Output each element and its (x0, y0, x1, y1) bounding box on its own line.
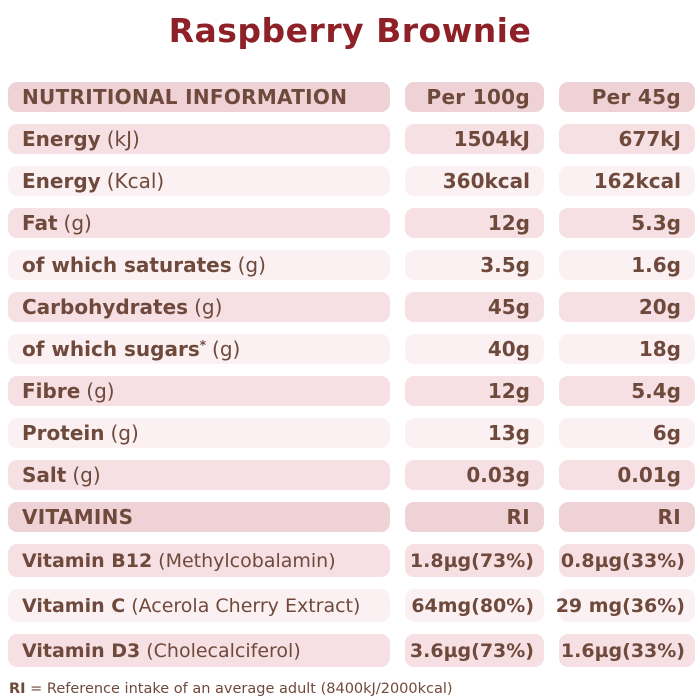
header-nutritional-information: NUTRITIONAL INFORMATION (8, 82, 390, 112)
per-45g-value: 5.4g (559, 376, 695, 406)
per-100g-value: 3.5g (405, 250, 544, 280)
nutrient-label: Carbohydrates (g) (8, 292, 390, 322)
header-per-100g: Per 100g (405, 82, 544, 112)
per-100g-value: 12g (405, 376, 544, 406)
per-45g-value: 162kcal (559, 166, 695, 196)
table-row-vitamin-c: Vitamin C (Acerola Cherry Extract) 64mg(8… (8, 589, 695, 622)
per-100g-value: 13g (405, 418, 544, 448)
nutrition-table: NUTRITIONAL INFORMATION Per 100g Per 45g… (8, 82, 695, 667)
table-row-fat: Fat (g) 12g 5.3g (8, 208, 695, 238)
per-100g-value: 1504kJ (405, 124, 544, 154)
nutrient-label: Energy (kJ) (8, 124, 390, 154)
per-100g-value: 360kcal (405, 166, 544, 196)
per-100g-value: 1.8µg(73%) (405, 544, 544, 577)
per-100g-value: 3.6µg(73%) (405, 634, 544, 667)
nutrient-label: of which sugars * (g) (8, 334, 390, 364)
nutrient-label: of which saturates (g) (8, 250, 390, 280)
header-ri-100g: RI (405, 502, 544, 532)
per-45g-value: 0.8µg(33%) (559, 544, 695, 577)
header-per-45g: Per 45g (559, 82, 695, 112)
table-row-energy-kcal: Energy (Kcal) 360kcal 162kcal (8, 166, 695, 196)
vitamins-header-row: VITAMINS RI RI (8, 502, 695, 532)
table-row-energy-kj: Energy (kJ) 1504kJ 677kJ (8, 124, 695, 154)
footnotes: RI = Reference intake of an average adul… (9, 679, 700, 700)
table-header-row: NUTRITIONAL INFORMATION Per 100g Per 45g (8, 82, 695, 112)
per-45g-value: 18g (559, 334, 695, 364)
vitamin-label: Vitamin B12 (Methylcobalamin) (8, 544, 390, 577)
per-100g-value: 64mg(80%) (405, 589, 544, 622)
nutrient-label: Energy (Kcal) (8, 166, 390, 196)
per-45g-value: 1.6g (559, 250, 695, 280)
table-row-saturates: of which saturates (g) 3.5g 1.6g (8, 250, 695, 280)
per-45g-value: 1.6µg(33%) (559, 634, 695, 667)
per-45g-value: 0.01g (559, 460, 695, 490)
vitamin-label: Vitamin D3 (Cholecalciferol) (8, 634, 390, 667)
table-row-salt: Salt (g) 0.03g 0.01g (8, 460, 695, 490)
header-vitamins: VITAMINS (8, 502, 390, 532)
per-100g-value: 0.03g (405, 460, 544, 490)
per-100g-value: 12g (405, 208, 544, 238)
header-ri-45g: RI (559, 502, 695, 532)
nutrient-label: Salt (g) (8, 460, 390, 490)
table-row-protein: Protein (g) 13g 6g (8, 418, 695, 448)
table-row-sugars: of which sugars * (g) 40g 18g (8, 334, 695, 364)
table-row-vitamin-b12: Vitamin B12 (Methylcobalamin) 1.8µg(73%) … (8, 544, 695, 577)
nutrient-label: Protein (g) (8, 418, 390, 448)
per-45g-value: 6g (559, 418, 695, 448)
asterisk-superscript: * (199, 338, 207, 352)
page-title: Raspberry Brownie (168, 11, 532, 50)
per-100g-value: 45g (405, 292, 544, 322)
per-45g-value: 20g (559, 292, 695, 322)
per-45g-value: 29 mg(36%) (556, 589, 695, 622)
per-45g-value: 677kJ (559, 124, 695, 154)
ri-footnote: RI = Reference intake of an average adul… (9, 681, 453, 697)
vitamin-label: Vitamin C (Acerola Cherry Extract) (8, 589, 390, 622)
nutrient-label: Fat (g) (8, 208, 390, 238)
per-45g-value: 5.3g (559, 208, 695, 238)
nutrient-label: Fibre (g) (8, 376, 390, 406)
per-100g-value: 40g (405, 334, 544, 364)
table-row-carbohydrates: Carbohydrates (g) 45g 20g (8, 292, 695, 322)
table-row-fibre: Fibre (g) 12g 5.4g (8, 376, 695, 406)
table-row-vitamin-d3: Vitamin D3 (Cholecalciferol) 3.6µg(73%) 1… (8, 634, 695, 667)
